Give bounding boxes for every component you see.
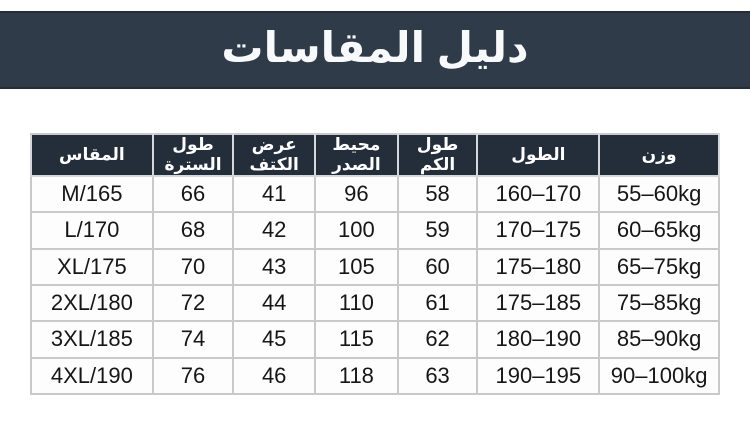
table-cell: 175–185 — [476, 283, 601, 323]
table-cell: 180–190 — [476, 320, 601, 359]
table-cell: 75–85kg — [598, 283, 720, 323]
table-cell: 58 — [396, 174, 479, 214]
table-cell: 118 — [314, 356, 399, 396]
table-cell: M/165 — [30, 174, 154, 214]
table-cell: 43 — [232, 247, 317, 286]
table-cell: 41 — [232, 174, 317, 214]
size-table-container: المقاس طول السترة عرض الكتف محيط الصدر ط… — [30, 133, 720, 396]
table-cell: 46 — [232, 356, 317, 396]
table-cell: XL/175 — [30, 247, 154, 286]
table-row: 2XL/180 72 44 110 61 175–185 75–85kg — [30, 283, 720, 323]
table-cell: 115 — [314, 320, 399, 359]
table-cell: 190–195 — [476, 356, 601, 396]
header-cell-height: الطول — [476, 133, 601, 177]
table-cell: 60–65kg — [598, 211, 720, 250]
table-cell: 60 — [396, 247, 479, 286]
size-table: المقاس طول السترة عرض الكتف محيط الصدر ط… — [30, 133, 720, 396]
table-cell: 2XL/180 — [30, 283, 154, 323]
table-cell: 3XL/185 — [30, 320, 154, 359]
table-row: 4XL/190 76 46 118 63 190–195 90–100kg — [30, 356, 720, 396]
table-cell: 68 — [151, 211, 235, 250]
table-cell: 175–180 — [476, 247, 601, 286]
page-title: دليل المقاسات — [221, 24, 529, 71]
table-cell: 45 — [232, 320, 317, 359]
table-cell: 44 — [232, 283, 317, 323]
table-cell: 170–175 — [476, 211, 601, 250]
header-cell-chest: محيط الصدر — [314, 133, 399, 177]
table-cell: 4XL/190 — [30, 356, 154, 396]
table-cell: 105 — [314, 247, 399, 286]
table-header-row: المقاس طول السترة عرض الكتف محيط الصدر ط… — [30, 133, 720, 177]
table-cell: 70 — [151, 247, 235, 286]
table-cell: 76 — [151, 356, 235, 396]
table-row: 3XL/185 74 45 115 62 180–190 85–90kg — [30, 320, 720, 359]
header-cell-weight: وزن — [598, 133, 720, 177]
header-cell-shoulder-width: عرض الكتف — [232, 133, 317, 177]
table-cell: 59 — [396, 211, 479, 250]
table-cell: 74 — [151, 320, 235, 359]
table-cell: 42 — [232, 211, 317, 250]
table-cell: 55–60kg — [598, 174, 720, 214]
table-cell: 160–170 — [476, 174, 601, 214]
header-cell-sleeve-length: طول الكم — [396, 133, 479, 177]
table-cell: 61 — [396, 283, 479, 323]
table-cell: 85–90kg — [598, 320, 720, 359]
table-cell: 100 — [314, 211, 399, 250]
table-row: XL/175 70 43 105 60 175–180 65–75kg — [30, 247, 720, 286]
header-cell-size: المقاس — [30, 133, 154, 177]
header-cell-jacket-length: طول السترة — [151, 133, 235, 177]
size-guide-banner: دليل المقاسات — [0, 11, 750, 89]
table-cell: L/170 — [30, 211, 154, 250]
table-cell: 96 — [314, 174, 399, 214]
table-cell: 66 — [151, 174, 235, 214]
table-cell: 63 — [396, 356, 479, 396]
table-cell: 65–75kg — [598, 247, 720, 286]
table-row: M/165 66 41 96 58 160–170 55–60kg — [30, 174, 720, 214]
table-cell: 110 — [314, 283, 399, 323]
table-row: L/170 68 42 100 59 170–175 60–65kg — [30, 211, 720, 250]
table-cell: 90–100kg — [598, 356, 720, 396]
table-cell: 62 — [396, 320, 479, 359]
table-cell: 72 — [151, 283, 235, 323]
